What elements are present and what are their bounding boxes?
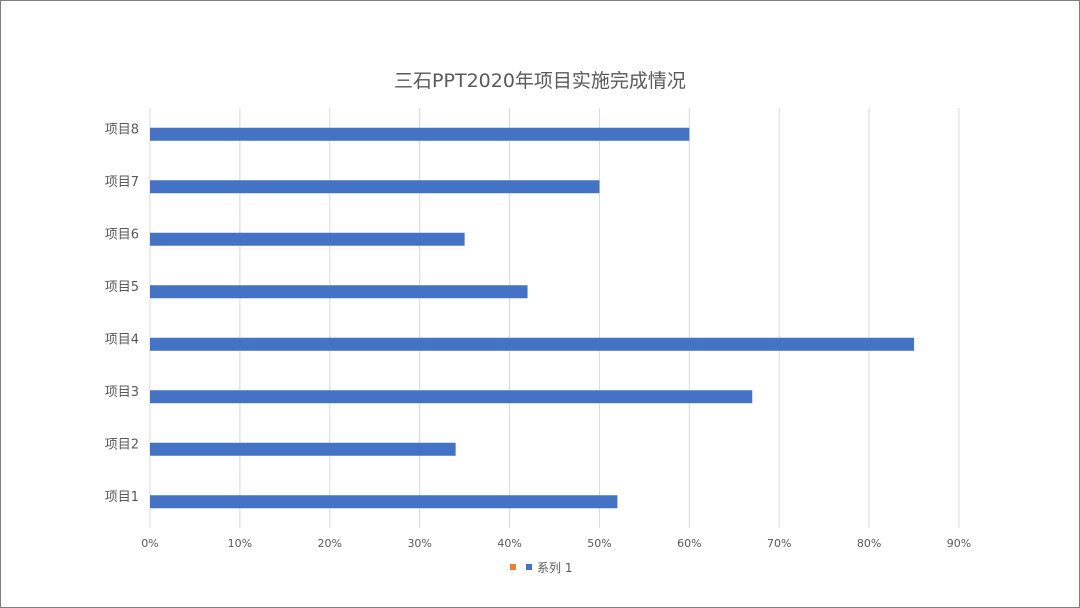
bar (150, 337, 915, 351)
bar (150, 232, 465, 246)
bar (150, 495, 618, 509)
category-labels: 项目1 项目2 项目3 项目4 项目5 项目6 项目7 项目8 (105, 122, 139, 505)
bar (150, 180, 600, 194)
category-label: 项目4 (105, 332, 139, 347)
category-label: 项目3 (105, 385, 139, 400)
category-label: 项目6 (105, 227, 139, 242)
legend-swatch (510, 564, 516, 570)
bar (150, 285, 528, 299)
bar (150, 442, 456, 456)
chart-title: 三石PPT2020年项目实施完成情况 (394, 70, 686, 92)
x-tick-label: 90% (947, 537, 971, 550)
x-tick-label: 10% (228, 537, 252, 550)
category-label: 项目7 (105, 175, 139, 190)
legend-swatch (526, 564, 532, 570)
x-tick-label: 70% (767, 537, 791, 550)
legend-label: 系列 1 (537, 561, 572, 575)
category-label: 项目5 (105, 280, 139, 295)
x-tick-label: 0% (141, 537, 158, 550)
x-tick-label: 20% (318, 537, 342, 550)
legend: 系列 1 (510, 561, 572, 575)
category-label: 项目1 (105, 490, 139, 505)
x-tick-label: 80% (857, 537, 881, 550)
x-tick-label: 50% (587, 537, 611, 550)
bars (150, 127, 915, 509)
grid-lines (149, 108, 960, 528)
category-label: 项目2 (105, 437, 139, 452)
x-tick-label: 40% (497, 537, 521, 550)
x-tick-labels: 0% 10% 20% 30% 40% 50% 60% 70% 80% 90% (141, 537, 971, 550)
category-label: 项目8 (105, 122, 139, 137)
x-tick-label: 60% (677, 537, 701, 550)
bar (150, 390, 753, 404)
bar (150, 127, 690, 141)
x-tick-label: 30% (407, 537, 431, 550)
